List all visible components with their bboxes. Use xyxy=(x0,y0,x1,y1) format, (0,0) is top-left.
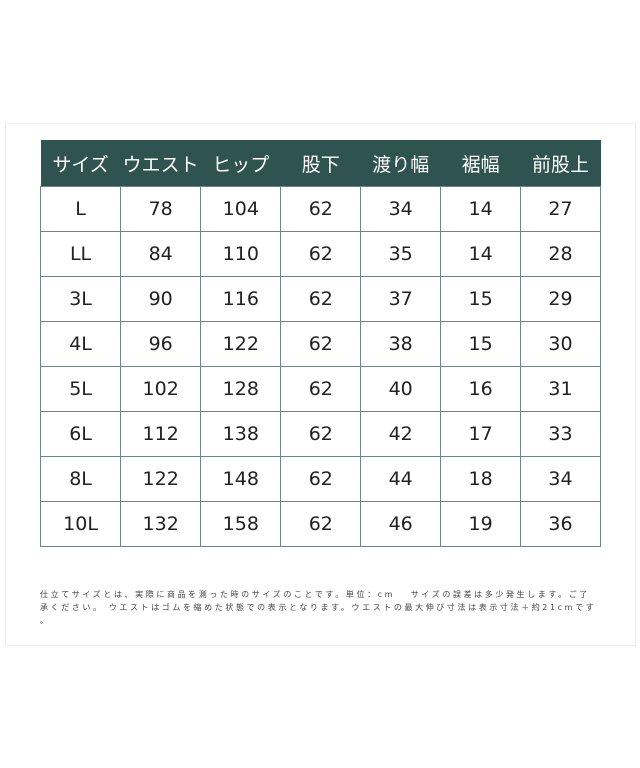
table-cell: 31 xyxy=(520,366,601,412)
table-cell: 18 xyxy=(440,456,522,502)
table-cell: 27 xyxy=(520,186,601,232)
table-row: 3L 90 116 62 37 15 29 xyxy=(39,276,601,322)
table-cell: 33 xyxy=(520,411,601,457)
table-cell: 15 xyxy=(440,321,522,367)
header-row: サイズ ウエスト ヒップ 股下 渡り幅 裾幅 前股上 xyxy=(40,140,601,187)
table-cell: 116 xyxy=(200,276,282,322)
table-cell: 35 xyxy=(360,231,442,277)
table-cell: 104 xyxy=(200,186,282,232)
table-cell: 29 xyxy=(520,276,601,322)
table-cell: 148 xyxy=(200,456,282,502)
column-header: サイズ xyxy=(40,140,121,187)
table-cell: 90 xyxy=(120,276,202,322)
table-cell: 14 xyxy=(440,231,522,277)
note-line: 仕立てサイズとは、実際に商品を測った時のサイズのことです。単位：cm サイズの誤… xyxy=(40,590,590,599)
table-cell: 158 xyxy=(200,501,282,547)
table-cell: 34 xyxy=(520,456,601,502)
table-cell: 62 xyxy=(280,456,362,502)
note-line: 承ください。 ウエストはゴムを縮めた状態での表示となります。ウエストの最大伸び寸… xyxy=(40,603,597,612)
table-cell: 10L xyxy=(39,501,122,547)
table-cell: 36 xyxy=(520,501,601,547)
table-cell: 138 xyxy=(200,411,282,457)
table-row: L 78 104 62 34 14 27 xyxy=(39,186,601,232)
content-frame xyxy=(5,123,636,646)
table-cell: 62 xyxy=(280,366,362,412)
table-cell: 40 xyxy=(360,366,442,412)
table-cell: 46 xyxy=(360,501,442,547)
column-header: 前股上 xyxy=(520,140,601,187)
size-note: 仕立てサイズとは、実際に商品を測った時のサイズのことです。単位：cm サイズの誤… xyxy=(40,588,610,627)
table-cell: 84 xyxy=(120,231,202,277)
table-cell: 14 xyxy=(440,186,522,232)
table-cell: 38 xyxy=(360,321,442,367)
column-header: 裾幅 xyxy=(440,140,521,187)
table-cell: 122 xyxy=(120,456,202,502)
column-header: ウエスト xyxy=(120,140,201,187)
note-line: 。 xyxy=(40,616,51,625)
table-cell: LL xyxy=(39,231,122,277)
table-row: 4L 96 122 62 38 15 30 xyxy=(39,321,601,367)
table-cell: 62 xyxy=(280,411,362,457)
table-row: 5L 102 128 62 40 16 31 xyxy=(39,366,601,412)
table-cell: 3L xyxy=(39,276,122,322)
table-row: 6L 112 138 62 42 17 33 xyxy=(39,411,601,457)
column-header: ヒップ xyxy=(200,140,281,187)
table-cell: 132 xyxy=(120,501,202,547)
table-cell: 96 xyxy=(120,321,202,367)
table-row: 10L 132 158 62 46 19 36 xyxy=(39,501,601,547)
table-cell: 102 xyxy=(120,366,202,412)
table-cell: 44 xyxy=(360,456,442,502)
table-cell: 42 xyxy=(360,411,442,457)
table-cell: 128 xyxy=(200,366,282,412)
column-header: 股下 xyxy=(280,140,361,187)
table-cell: 8L xyxy=(39,456,122,502)
table-cell: 19 xyxy=(440,501,522,547)
table-cell: 62 xyxy=(280,186,362,232)
table-cell: 28 xyxy=(520,231,601,277)
column-header: 渡り幅 xyxy=(360,140,441,187)
table-cell: 122 xyxy=(200,321,282,367)
size-chart-table: サイズ ウエスト ヒップ 股下 渡り幅 裾幅 前股上 L 78 104 62 34 14 27 LL 84 1… xyxy=(39,140,601,547)
table-row: LL 84 110 62 35 14 28 xyxy=(39,231,601,277)
table-cell: 110 xyxy=(200,231,282,277)
table-cell: 62 xyxy=(280,231,362,277)
table-cell: 6L xyxy=(39,411,122,457)
table-row: 8L 122 148 62 44 18 34 xyxy=(39,456,601,502)
table-cell: 78 xyxy=(120,186,202,232)
table-cell: 5L xyxy=(39,366,122,412)
table-cell: 62 xyxy=(280,276,362,322)
table-cell: 62 xyxy=(280,321,362,367)
table-cell: 17 xyxy=(440,411,522,457)
table-cell: 34 xyxy=(360,186,442,232)
table-cell: 30 xyxy=(520,321,601,367)
table-cell: L xyxy=(39,186,122,232)
table-cell: 4L xyxy=(39,321,122,367)
table-cell: 16 xyxy=(440,366,522,412)
table-cell: 112 xyxy=(120,411,202,457)
table-cell: 15 xyxy=(440,276,522,322)
table-cell: 37 xyxy=(360,276,442,322)
table-cell: 62 xyxy=(280,501,362,547)
